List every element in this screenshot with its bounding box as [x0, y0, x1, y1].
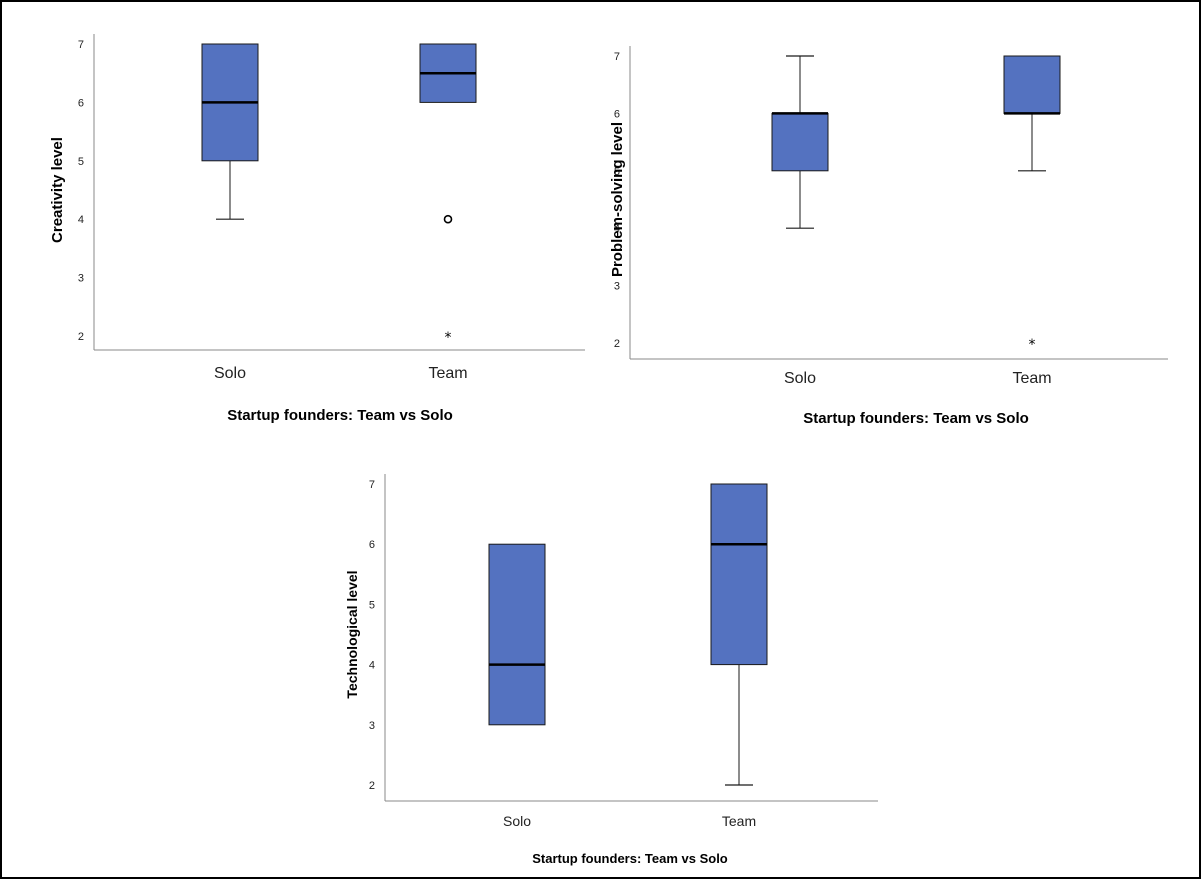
y-tick-label: 2	[369, 780, 375, 792]
y-tick-label: 4	[78, 214, 84, 226]
x-axis-title: Startup founders: Team vs Solo	[227, 407, 453, 424]
x-category-label: Solo	[214, 365, 246, 382]
chart-3: 2 3 4 5 6 7 Solo Team Startup founders: Team vs …	[344, 474, 878, 866]
y-tick-label: 5	[369, 599, 375, 611]
box-solo	[771, 55, 829, 229]
y-tick-label: 6	[369, 539, 375, 551]
box-team: *	[1003, 55, 1061, 353]
x-axis-title: Startup founders: Team vs Solo	[803, 410, 1029, 427]
y-tick-label: 6	[78, 97, 84, 109]
y-tick-label: 6	[614, 108, 620, 120]
y-tick-label: 7	[369, 479, 375, 491]
y-tick-label: 4	[614, 223, 620, 235]
box-solo	[201, 43, 259, 220]
chart-2: 2 3 4 5 6 7 Solo Team Startup founders: Team vs …	[609, 46, 1168, 427]
y-tick-label: 3	[614, 281, 620, 293]
box-solo	[488, 543, 546, 726]
outlier-point	[443, 214, 453, 224]
y-tick-label: 2	[78, 331, 84, 343]
chart-1: 2 3 4 5 6 7 Solo Team Startup founders: Team vs …	[49, 34, 585, 424]
y-tick-label: 7	[78, 39, 84, 51]
x-category-label: Solo	[784, 370, 816, 387]
y-tick-label: 4	[369, 660, 375, 672]
y-axis-title: Creativity level	[49, 137, 66, 243]
box-iqr	[488, 543, 546, 726]
x-category-label: Team	[428, 365, 467, 382]
x-category-label: Team	[722, 813, 756, 829]
y-tick-label: 5	[614, 166, 620, 178]
y-tick-label: 5	[78, 156, 84, 168]
y-tick-label: 3	[78, 273, 84, 285]
box-iqr	[1003, 55, 1061, 114]
y-tick-label: 3	[369, 720, 375, 732]
box-iqr	[710, 483, 768, 666]
y-axis-title: Problem-solving level	[609, 122, 626, 277]
box-team	[710, 483, 768, 786]
box-iqr	[771, 112, 829, 172]
extreme-point: *	[445, 330, 452, 346]
y-tick-label: 2	[614, 338, 620, 350]
box-team: *	[419, 43, 477, 346]
x-category-label: Team	[1012, 370, 1051, 387]
y-tick-label: 7	[614, 51, 620, 63]
y-axis-title: Technological level	[344, 570, 360, 698]
extreme-point: *	[1029, 337, 1036, 353]
x-category-label: Solo	[503, 813, 531, 829]
x-axis-title: Startup founders: Team vs Solo	[532, 851, 728, 866]
